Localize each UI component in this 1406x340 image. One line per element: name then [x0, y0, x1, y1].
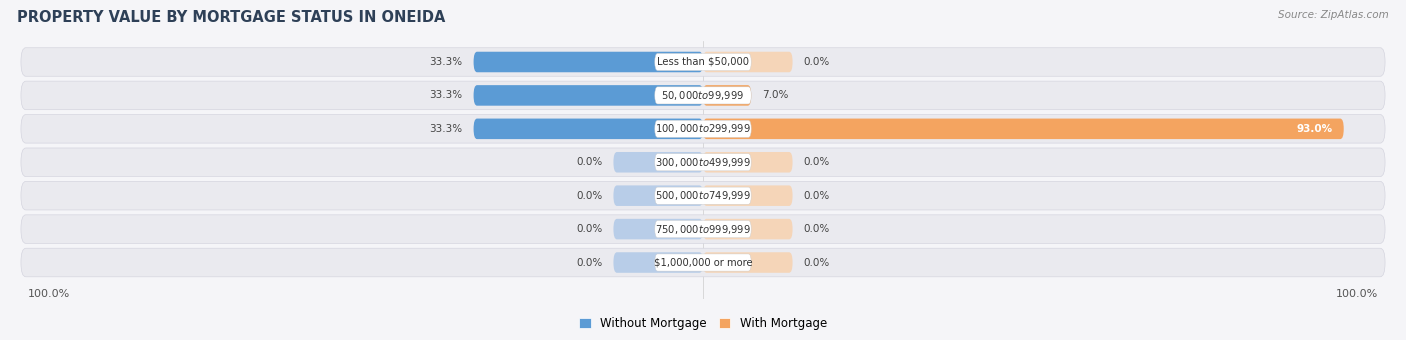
FancyBboxPatch shape	[474, 85, 703, 106]
FancyBboxPatch shape	[21, 115, 1385, 143]
Text: 33.3%: 33.3%	[429, 124, 463, 134]
Text: $50,000 to $99,999: $50,000 to $99,999	[661, 89, 745, 102]
FancyBboxPatch shape	[21, 148, 1385, 176]
FancyBboxPatch shape	[21, 182, 1385, 210]
FancyBboxPatch shape	[21, 48, 1385, 76]
FancyBboxPatch shape	[613, 185, 703, 206]
Text: 0.0%: 0.0%	[576, 224, 602, 234]
FancyBboxPatch shape	[703, 119, 1344, 139]
FancyBboxPatch shape	[613, 219, 703, 239]
FancyBboxPatch shape	[703, 185, 793, 206]
Text: 0.0%: 0.0%	[576, 257, 602, 268]
FancyBboxPatch shape	[474, 119, 703, 139]
FancyBboxPatch shape	[655, 53, 751, 71]
Text: 0.0%: 0.0%	[804, 191, 830, 201]
Text: Less than $50,000: Less than $50,000	[657, 57, 749, 67]
FancyBboxPatch shape	[21, 81, 1385, 110]
FancyBboxPatch shape	[703, 85, 751, 106]
Text: 0.0%: 0.0%	[804, 257, 830, 268]
FancyBboxPatch shape	[703, 52, 793, 72]
Text: $500,000 to $749,999: $500,000 to $749,999	[655, 189, 751, 202]
Text: $1,000,000 or more: $1,000,000 or more	[654, 257, 752, 268]
FancyBboxPatch shape	[703, 152, 793, 172]
Text: 93.0%: 93.0%	[1296, 124, 1333, 134]
Text: 100.0%: 100.0%	[1336, 289, 1378, 299]
FancyBboxPatch shape	[613, 152, 703, 172]
Text: 0.0%: 0.0%	[804, 57, 830, 67]
FancyBboxPatch shape	[21, 215, 1385, 243]
FancyBboxPatch shape	[655, 254, 751, 271]
FancyBboxPatch shape	[655, 187, 751, 204]
Text: 0.0%: 0.0%	[804, 224, 830, 234]
FancyBboxPatch shape	[474, 52, 703, 72]
FancyBboxPatch shape	[655, 154, 751, 171]
FancyBboxPatch shape	[613, 252, 703, 273]
Text: PROPERTY VALUE BY MORTGAGE STATUS IN ONEIDA: PROPERTY VALUE BY MORTGAGE STATUS IN ONE…	[17, 10, 446, 25]
FancyBboxPatch shape	[21, 248, 1385, 277]
FancyBboxPatch shape	[655, 221, 751, 238]
FancyBboxPatch shape	[703, 219, 793, 239]
Text: $100,000 to $299,999: $100,000 to $299,999	[655, 122, 751, 135]
Text: 0.0%: 0.0%	[576, 157, 602, 167]
Text: $750,000 to $999,999: $750,000 to $999,999	[655, 223, 751, 236]
Legend: Without Mortgage, With Mortgage: Without Mortgage, With Mortgage	[574, 312, 832, 335]
Text: 33.3%: 33.3%	[429, 90, 463, 100]
Text: 0.0%: 0.0%	[576, 191, 602, 201]
FancyBboxPatch shape	[655, 120, 751, 137]
FancyBboxPatch shape	[655, 87, 751, 104]
Text: 33.3%: 33.3%	[429, 57, 463, 67]
FancyBboxPatch shape	[703, 252, 793, 273]
Text: Source: ZipAtlas.com: Source: ZipAtlas.com	[1278, 10, 1389, 20]
Text: 0.0%: 0.0%	[804, 157, 830, 167]
Text: 7.0%: 7.0%	[762, 90, 789, 100]
Text: $300,000 to $499,999: $300,000 to $499,999	[655, 156, 751, 169]
Text: 100.0%: 100.0%	[28, 289, 70, 299]
